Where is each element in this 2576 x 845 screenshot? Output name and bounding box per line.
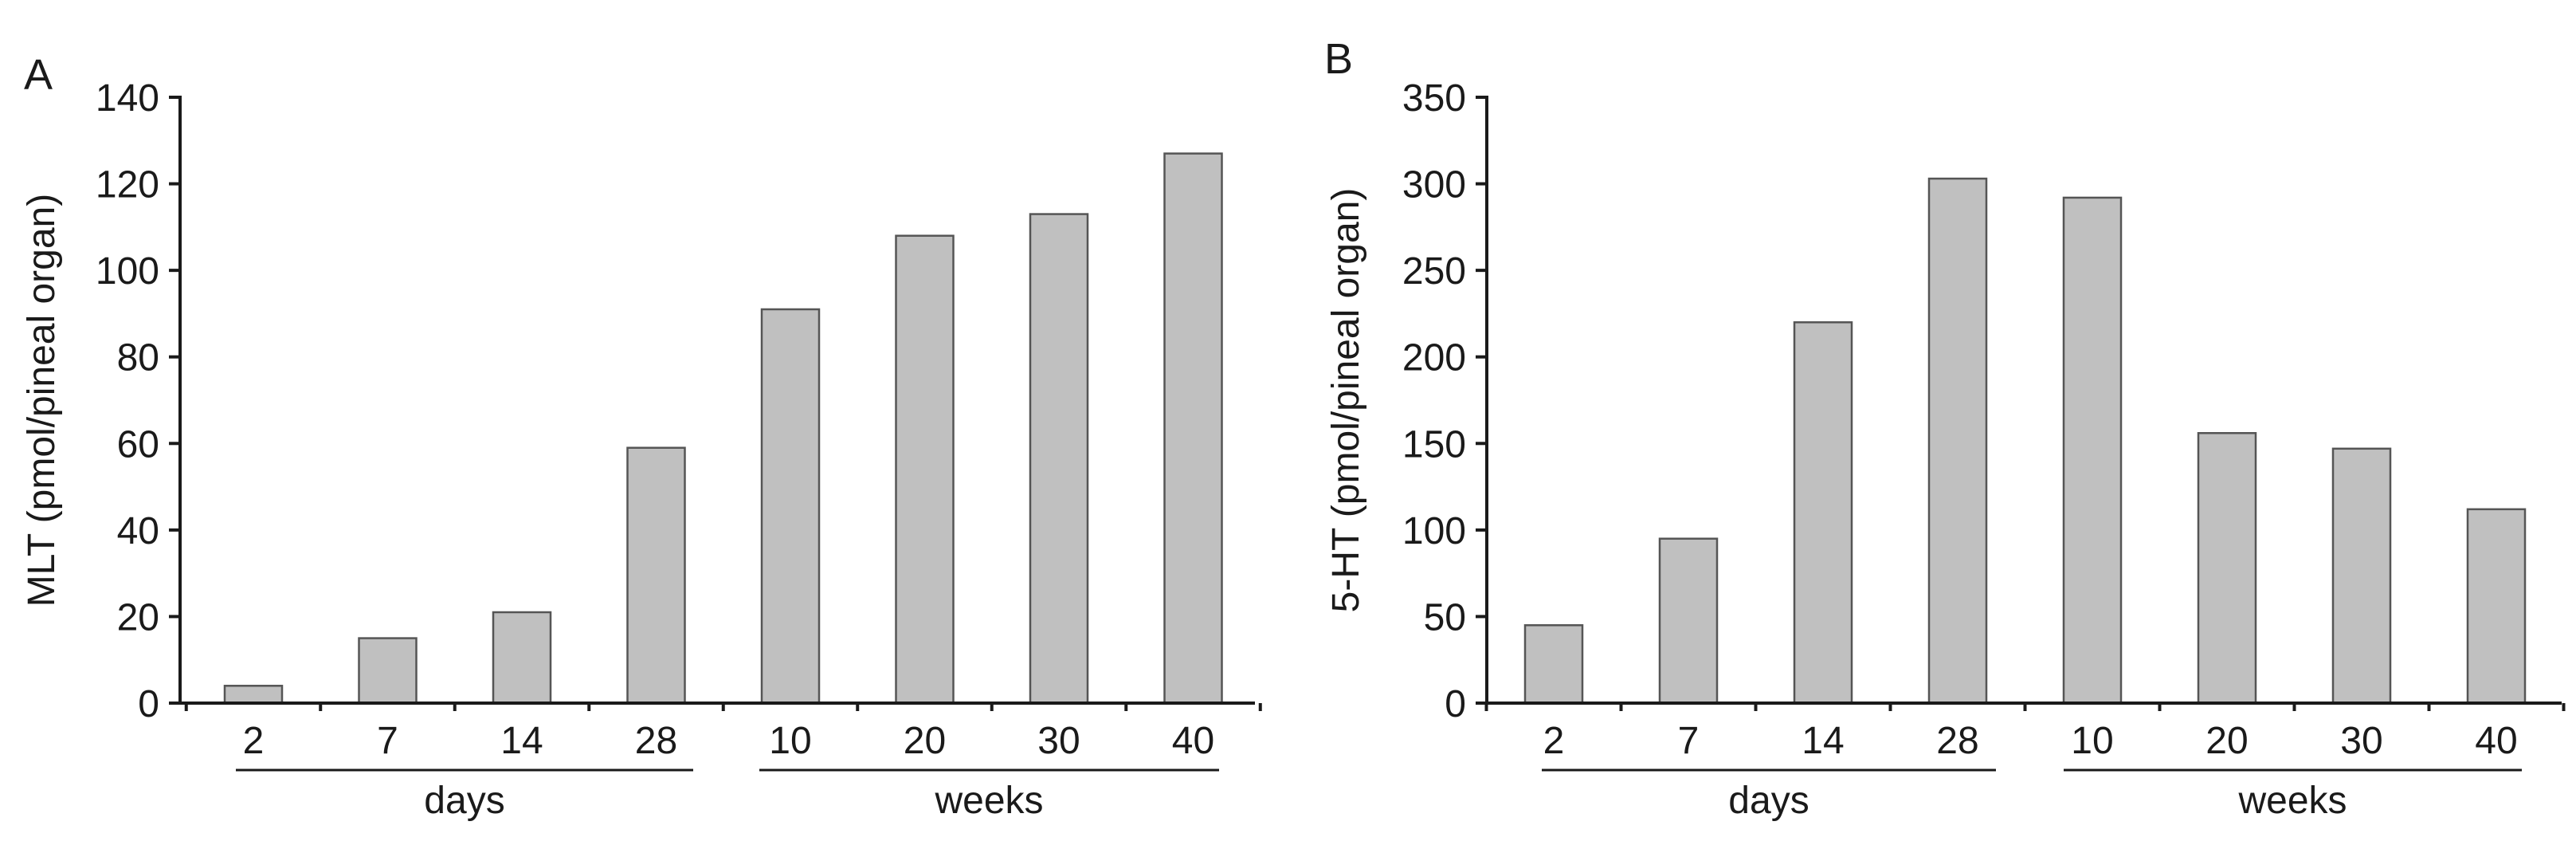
y-tick-label: 200 (1402, 337, 1466, 379)
x-tick-label: 40 (1172, 720, 1214, 762)
bar (223, 685, 284, 705)
y-tick-label: 0 (138, 683, 159, 725)
x-tick-label: 28 (635, 720, 677, 762)
y-axis-label: 5-HT (pmol/pineal organ) (1325, 188, 1367, 613)
bar (358, 637, 418, 705)
y-tick-label: 0 (1445, 683, 1466, 725)
y-tick-label: 140 (96, 77, 159, 120)
group-label: weeks (2237, 780, 2347, 822)
x-tick-label: 10 (769, 720, 811, 762)
bar (2466, 508, 2527, 705)
x-tick-label: 2 (1543, 720, 1565, 762)
x-tick-label: 7 (1678, 720, 1700, 762)
x-tick-label: 30 (2340, 720, 2382, 762)
y-tick-label: 150 (1402, 423, 1466, 466)
bar (2331, 447, 2392, 705)
y-tick-label: 40 (117, 510, 159, 552)
bar (895, 234, 955, 705)
y-tick-label: 80 (117, 337, 159, 379)
y-tick-label: 350 (1402, 77, 1466, 120)
group-label: days (424, 780, 504, 822)
bar (1523, 624, 1584, 705)
bar (2197, 432, 2257, 705)
y-tick-label: 120 (96, 164, 159, 206)
bar (2062, 196, 2123, 705)
x-tick-label: 28 (1936, 720, 1978, 762)
x-tick-label: 20 (2205, 720, 2248, 762)
bar (1658, 537, 1719, 705)
bar (1793, 321, 1853, 705)
y-tick-label: 60 (117, 423, 159, 466)
x-tick-label: 40 (2475, 720, 2517, 762)
bar (1927, 177, 1988, 705)
x-tick-label: 2 (243, 720, 265, 762)
bar (1029, 213, 1089, 705)
x-tick-label: 10 (2071, 720, 2113, 762)
x-tick-label: 14 (1802, 720, 1844, 762)
y-tick-label: 100 (1402, 510, 1466, 552)
bar (760, 308, 821, 705)
group-label: days (1728, 780, 1809, 822)
bar (626, 446, 686, 705)
y-tick-label: 250 (1402, 250, 1466, 293)
y-axis-label: MLT (pmol/pineal organ) (21, 194, 63, 607)
bar (1163, 152, 1223, 705)
x-tick-label: 20 (904, 720, 946, 762)
x-tick-label: 30 (1037, 720, 1080, 762)
y-tick-label: 300 (1402, 164, 1466, 206)
panel-b: B 5-HT (pmol/pineal organ) 0 50 100 150 200 250… (1324, 35, 2566, 822)
group-label: weeks (934, 780, 1043, 822)
x-tick-label: 7 (377, 720, 398, 762)
x-tick-label: 14 (500, 720, 543, 762)
panel-label: B (1324, 35, 1353, 83)
y-tick-label: 100 (96, 250, 159, 293)
y-tick-label: 20 (117, 596, 159, 639)
y-tick-label: 50 (1424, 596, 1466, 639)
panel-label: A (24, 51, 53, 99)
panel-a: A MLT (pmol/pineal organ) 0 20 40 60 80 100 120 1… (21, 51, 1262, 822)
bar (492, 611, 552, 705)
